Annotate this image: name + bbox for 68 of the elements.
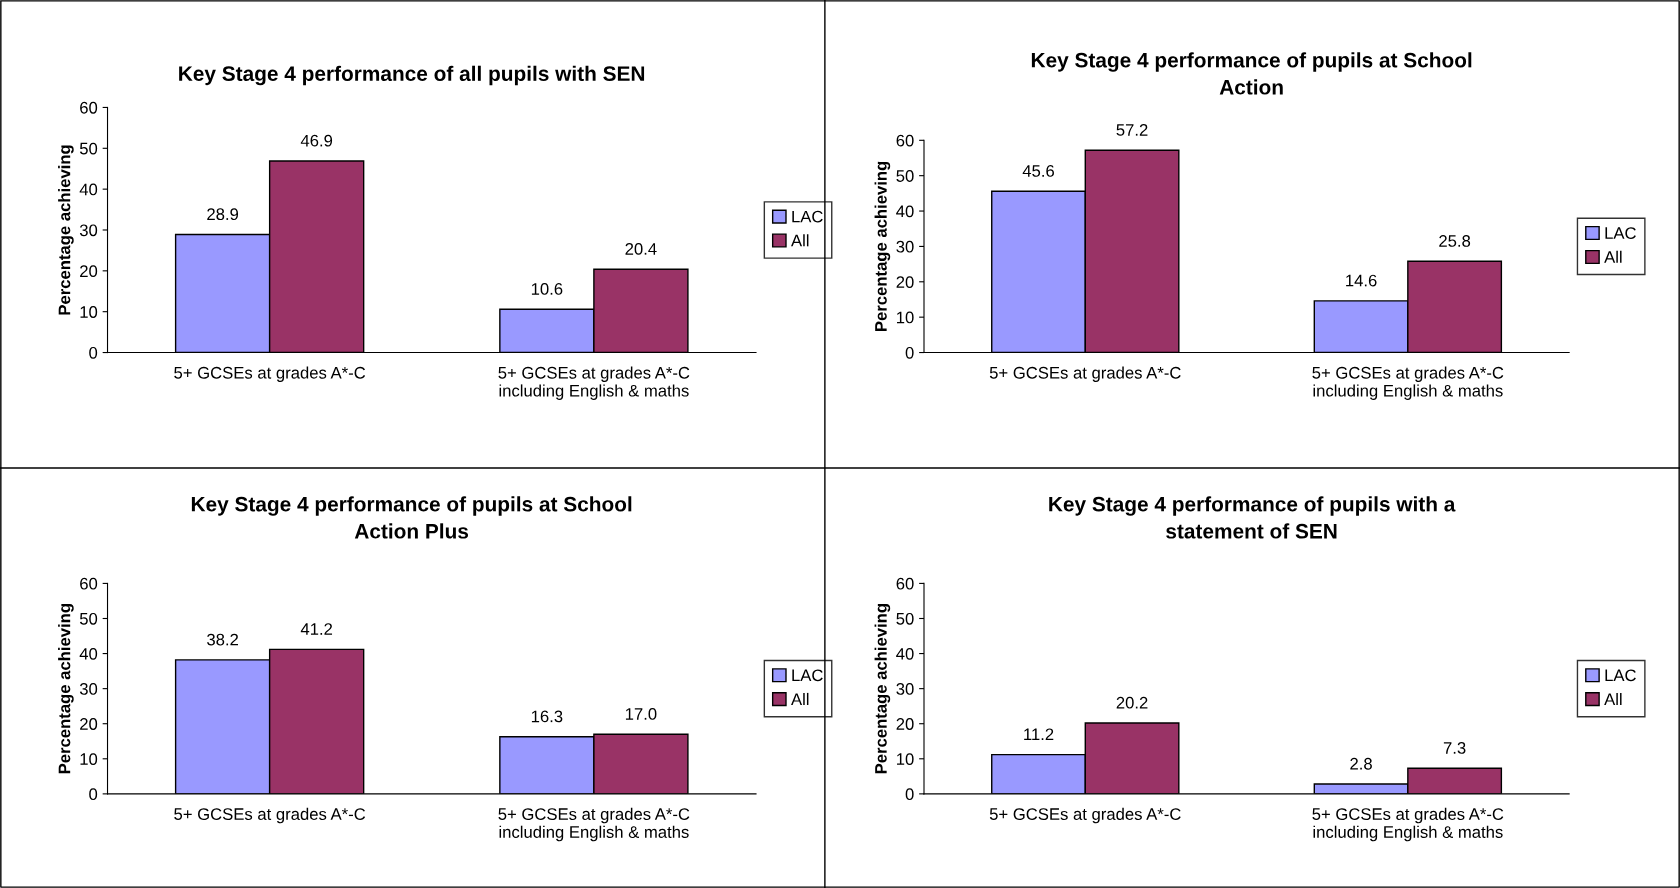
legend-label: LAC bbox=[792, 669, 823, 682]
chart-title: Key Stage 4 performance of pupils at School Action bbox=[1031, 52, 1472, 95]
y-tick-label: 0 bbox=[905, 346, 914, 359]
x-tick-label: 5+ GCSEs at grades A*-C including English & maths bbox=[1312, 366, 1504, 400]
data-label: 14.6 bbox=[1346, 274, 1377, 287]
x-tick-label: 5+ GCSEs at grades A*-C including English & maths bbox=[498, 807, 690, 842]
x-tick-label: 5+ GCSEs at grades A*-C including English & maths bbox=[498, 366, 690, 400]
y-tick-label: 50 bbox=[896, 170, 914, 182]
x-tick-label: 5+ GCSEs at grades A*-C bbox=[174, 366, 366, 382]
x-tick-label: 5+ GCSEs at grades A*-C bbox=[989, 807, 1181, 824]
chart-title: Key Stage 4 performance of pupils with a statement of SEN bbox=[1049, 496, 1456, 539]
data-label: 57.2 bbox=[1116, 124, 1148, 136]
y-tick-label: 20 bbox=[896, 718, 914, 730]
y-tick-label: 30 bbox=[79, 683, 98, 695]
data-label: 10.6 bbox=[531, 283, 563, 295]
y-tick-label: 0 bbox=[89, 788, 98, 801]
data-label: 25.8 bbox=[1439, 235, 1471, 247]
y-tick-label: 60 bbox=[896, 134, 914, 147]
x-tick-label: 5+ GCSEs at grades A*-C including English & maths bbox=[1312, 807, 1504, 842]
y-tick-label: 10 bbox=[80, 306, 98, 318]
chart-title: Key Stage 4 performance of all pupils with SEN bbox=[179, 65, 645, 86]
y-tick-label: 60 bbox=[80, 577, 98, 590]
y-tick-label: 30 bbox=[79, 224, 98, 237]
data-label: 28.9 bbox=[207, 208, 239, 221]
data-label: 17.0 bbox=[625, 708, 657, 720]
y-tick-label: 0 bbox=[89, 346, 98, 359]
data-label: 11.2 bbox=[1024, 728, 1054, 741]
y-tick-label: 40 bbox=[896, 647, 914, 660]
data-label: 46.9 bbox=[300, 134, 333, 147]
data-label: 41.2 bbox=[300, 623, 333, 635]
y-axis-title: Percentage achieving bbox=[874, 161, 891, 331]
legend-label: LAC bbox=[792, 210, 823, 223]
chart-title: Key Stage 4 performance of pupils at School Action Plus bbox=[191, 496, 632, 539]
data-label: 2.8 bbox=[1350, 757, 1372, 770]
y-tick-label: 30 bbox=[896, 683, 914, 695]
y-tick-label: 50 bbox=[896, 612, 914, 625]
data-label: 45.6 bbox=[1022, 165, 1054, 177]
y-tick-label: 50 bbox=[79, 612, 98, 625]
data-label: 20.2 bbox=[1116, 696, 1148, 709]
x-tick-label: 5+ GCSEs at grades A*-C bbox=[174, 807, 366, 824]
y-tick-label: 0 bbox=[905, 788, 914, 801]
y-tick-label: 60 bbox=[896, 577, 914, 590]
y-tick-label: 60 bbox=[80, 101, 98, 114]
x-tick-label: 5+ GCSEs at grades A*-C bbox=[989, 366, 1181, 382]
y-tick-label: 10 bbox=[897, 753, 914, 765]
data-label: 38.2 bbox=[207, 633, 239, 646]
legend-label: All bbox=[1604, 692, 1622, 705]
legend-label: All bbox=[1604, 250, 1622, 263]
y-axis-title: Percentage achieving bbox=[58, 145, 74, 315]
legend-label: All bbox=[791, 234, 809, 247]
y-tick-label: 40 bbox=[79, 647, 98, 660]
data-label: 7.3 bbox=[1443, 742, 1466, 754]
y-tick-label: 20 bbox=[80, 718, 98, 730]
legend-label: LAC bbox=[1605, 669, 1636, 682]
legend-label: All bbox=[791, 692, 809, 705]
y-tick-label: 10 bbox=[897, 311, 914, 324]
y-tick-label: 40 bbox=[79, 183, 98, 196]
data-label: 16.3 bbox=[531, 710, 563, 723]
y-tick-label: 50 bbox=[79, 142, 98, 155]
y-tick-label: 20 bbox=[80, 265, 98, 278]
legend-label: LAC bbox=[1605, 227, 1636, 239]
y-tick-label: 20 bbox=[896, 276, 914, 288]
data-label: 20.4 bbox=[625, 243, 657, 255]
y-tick-label: 30 bbox=[896, 240, 914, 253]
y-axis-title: Percentage achieving bbox=[58, 604, 74, 774]
y-axis-title: Percentage achieving bbox=[874, 604, 891, 774]
y-tick-label: 40 bbox=[896, 205, 914, 218]
y-tick-label: 10 bbox=[80, 753, 98, 765]
